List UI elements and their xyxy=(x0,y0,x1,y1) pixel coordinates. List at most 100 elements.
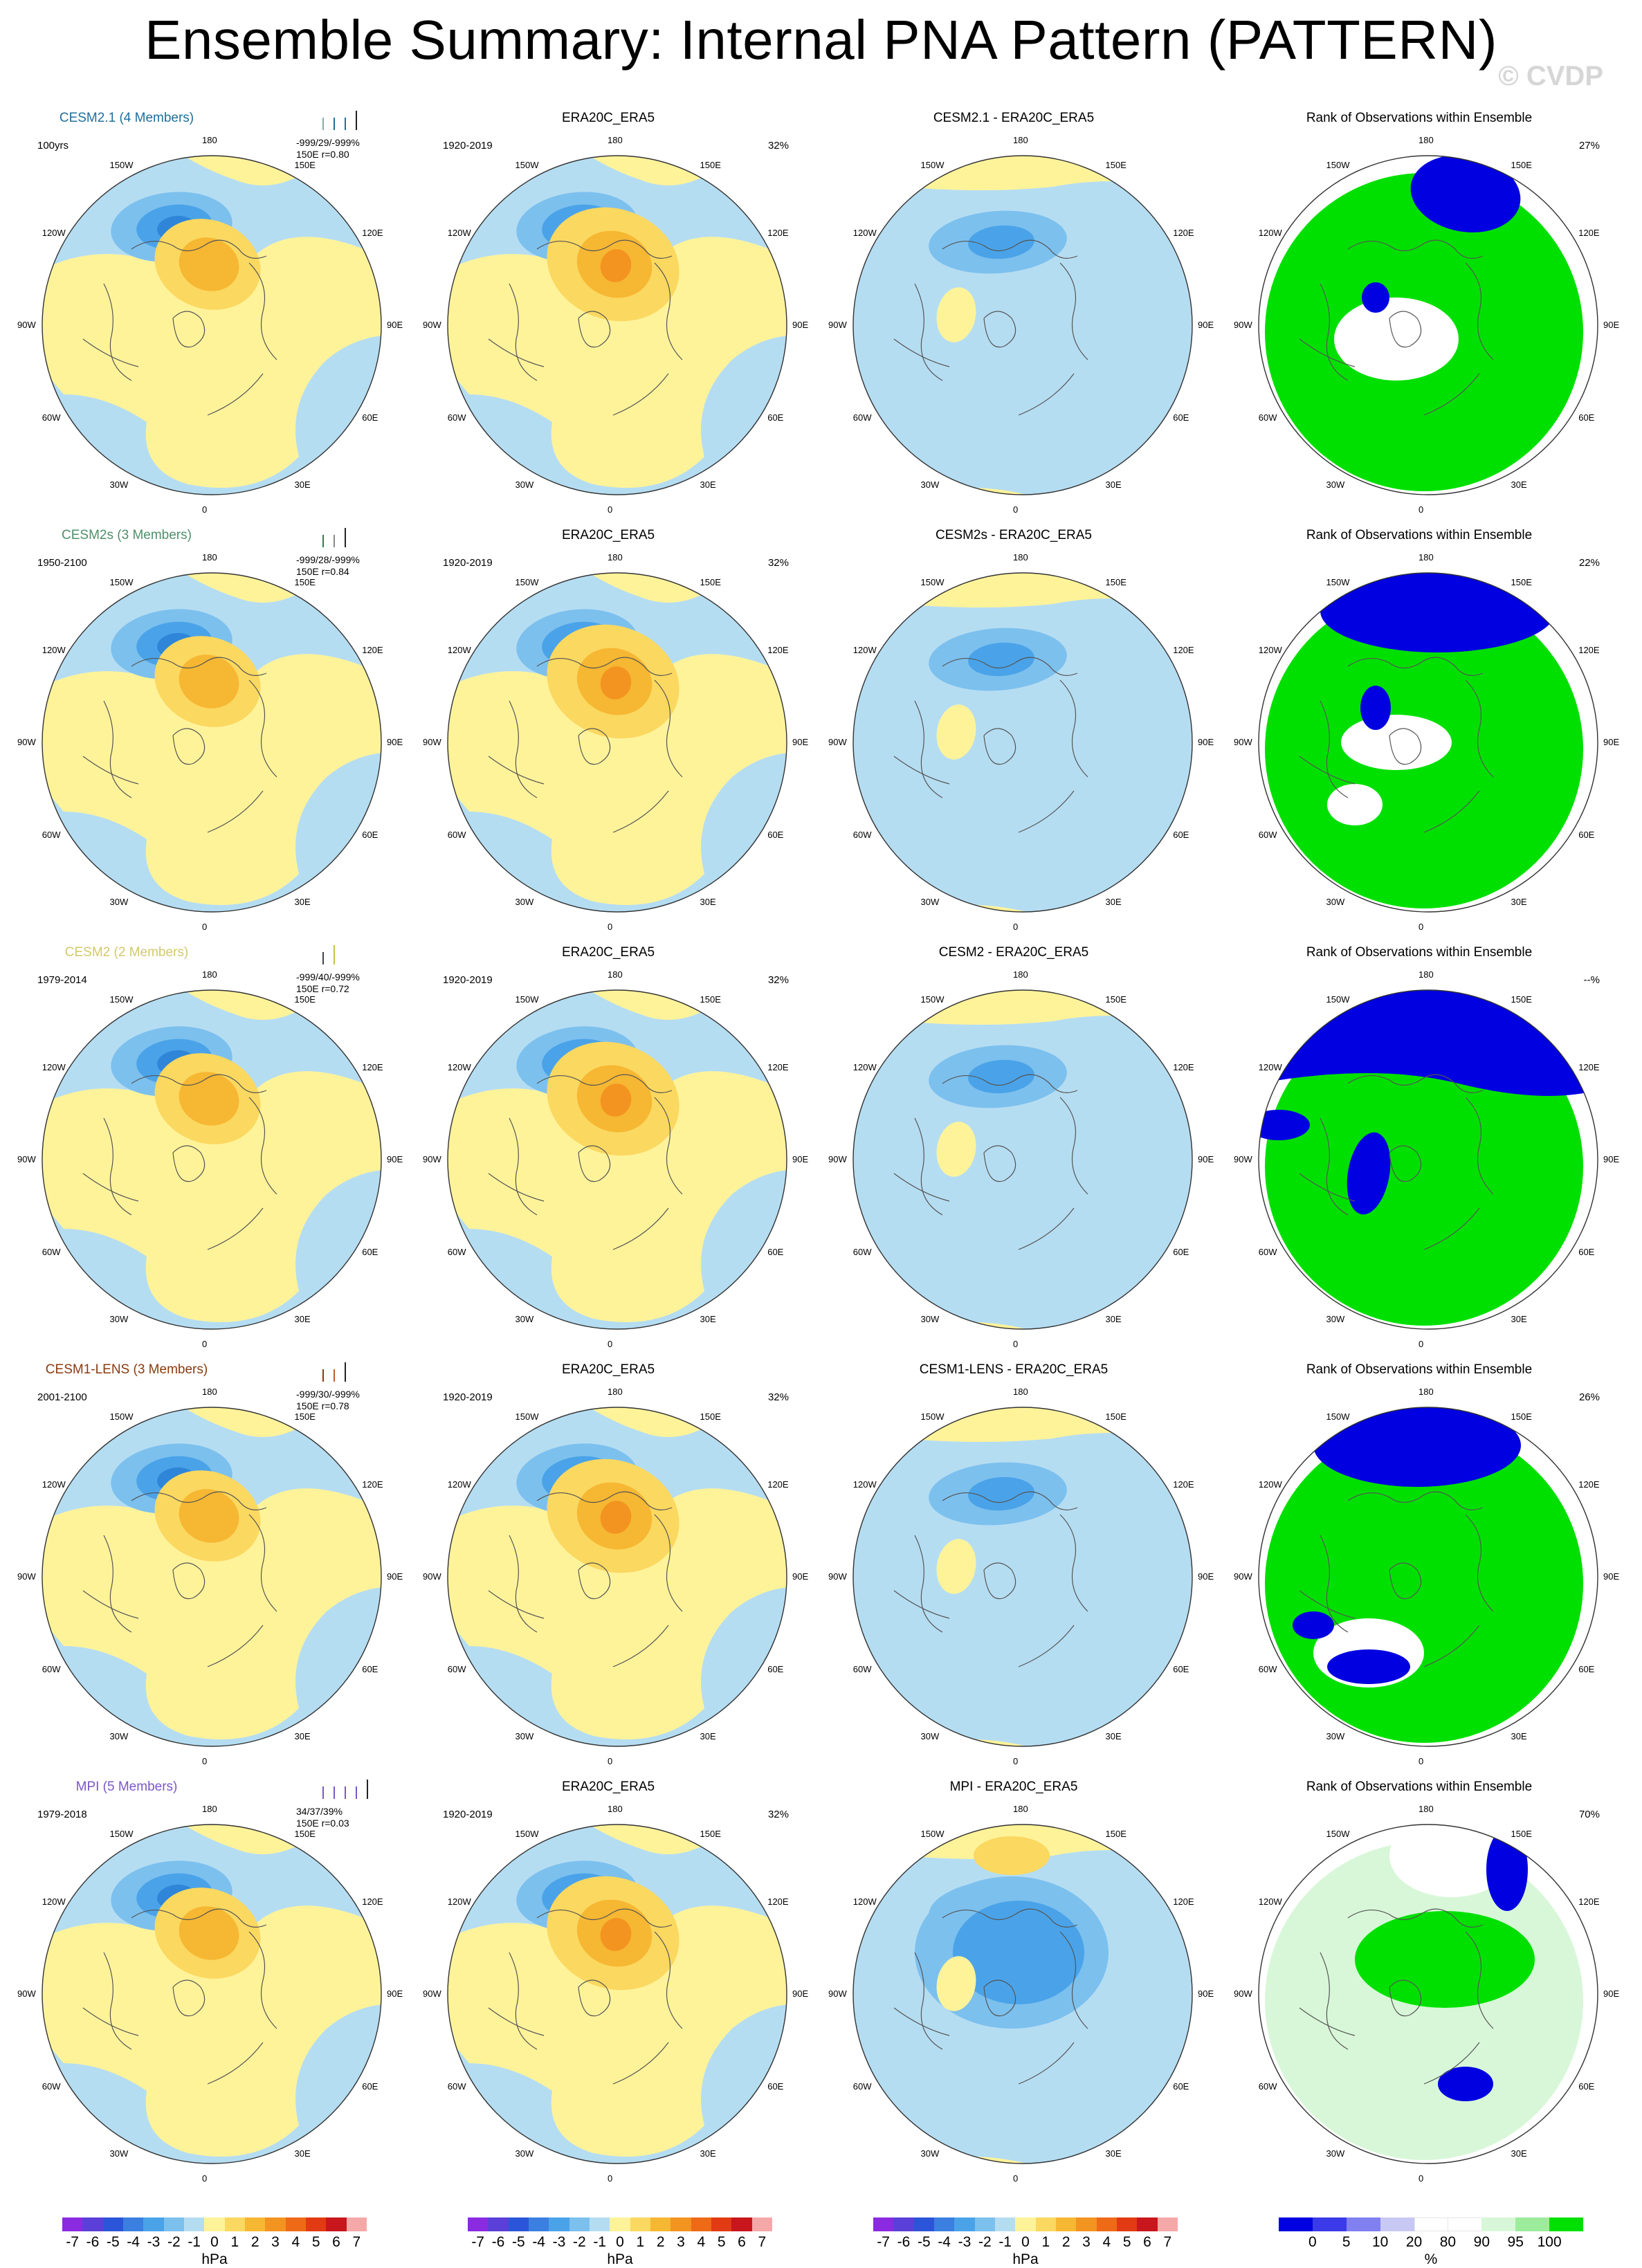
panel-diff: 180 150E 120E 90E 60E 30E 0 30W 60W 90W 120W 150W CE… xyxy=(811,528,1216,943)
map-boundary xyxy=(447,1824,787,2164)
period-label: 1920-2019 xyxy=(443,1809,493,1820)
longitude-label: 150E xyxy=(700,159,721,170)
longitude-label: 150E xyxy=(1105,994,1126,1005)
longitude-label: 120E xyxy=(1173,644,1194,655)
longitude-label: 30W xyxy=(920,1731,940,1742)
panel-title: CESM2.1 - ERA20C_ERA5 xyxy=(933,111,1095,125)
period-label: 1920-2019 xyxy=(443,140,493,152)
map-boundary xyxy=(447,989,787,1330)
stats-line: -999/28/-999% xyxy=(296,554,360,565)
colorbar-tick-label: 2 xyxy=(656,2234,665,2250)
longitude-label: 60E xyxy=(362,829,378,840)
longitude-label: 150W xyxy=(515,576,539,587)
longitude-label: 150E xyxy=(700,1411,721,1422)
positive-anomaly-band xyxy=(42,1905,381,2157)
colorbar-tick-label: -1 xyxy=(998,2234,1012,2250)
colorbar-swatch xyxy=(1157,2217,1178,2231)
colorbar-swatch xyxy=(1096,2217,1118,2231)
negative-anomaly-core xyxy=(968,642,1034,677)
coastline xyxy=(488,1074,683,1250)
colorbar-tick-label: 5 xyxy=(1122,2234,1131,2250)
longitude-label: 150W xyxy=(109,576,134,587)
percent-label: 22% xyxy=(1578,557,1600,569)
ensemble-member-ticks xyxy=(317,111,372,130)
panel-title: ERA20C_ERA5 xyxy=(561,945,655,960)
colorbar-tick-label: -7 xyxy=(471,2234,484,2250)
colorbar-tick-label: 1 xyxy=(1041,2234,1050,2250)
longitude-label: 30W xyxy=(1326,1731,1345,1742)
coastline xyxy=(893,1491,1088,1667)
cvdp-watermark: © CVDP xyxy=(1498,61,1603,91)
longitude-label: 60E xyxy=(1173,829,1189,840)
longitude-label: 60E xyxy=(362,2080,378,2092)
colorbar-swatch xyxy=(1448,2217,1482,2231)
ensemble-member-ticks xyxy=(317,1780,372,1799)
member-tick xyxy=(345,118,346,130)
colorbar-tick-label: 2 xyxy=(1061,2234,1070,2250)
longitude-label: 150W xyxy=(1326,994,1350,1005)
member-tick xyxy=(322,535,324,547)
longitude-label: 0 xyxy=(1418,1756,1424,1766)
stats-line: -999/29/-999% xyxy=(296,137,360,148)
longitude-label: 150W xyxy=(109,159,134,170)
colorbar-unit: hPa xyxy=(607,2251,633,2267)
map-boundary xyxy=(447,155,787,495)
colorbar-swatch xyxy=(1056,2217,1077,2231)
colorbar-swatch xyxy=(143,2217,165,2231)
longitude-label: 60W xyxy=(42,1246,61,1257)
longitude-label: 30E xyxy=(294,1314,311,1325)
colorbar-tick-label: 7 xyxy=(1163,2234,1172,2250)
longitude-label: 30W xyxy=(1326,2148,1345,2159)
colorbar-tick-label: -6 xyxy=(491,2234,505,2250)
panel-diff: 180 150E 120E 90E 60E 30E 0 30W 60W 90W 120W 150W CE… xyxy=(811,945,1216,1360)
longitude-label: 180 xyxy=(608,552,623,563)
panel-obs: 180 150E 120E 90E 60E 30E 0 30W 60W 90W 120W 150W ER… xyxy=(405,1780,811,2195)
longitude-label: 30W xyxy=(109,479,129,491)
coastline xyxy=(82,1908,277,2085)
longitude-label: 120W xyxy=(1258,1896,1282,1907)
longitude-label: 90W xyxy=(1234,1988,1252,1999)
longitude-label: 120W xyxy=(447,227,471,238)
colorbar-swatch xyxy=(1279,2217,1313,2231)
panel-title: ERA20C_ERA5 xyxy=(561,1362,655,1377)
longitude-label: 120E xyxy=(1173,1896,1194,1907)
longitude-label: 120W xyxy=(447,1061,471,1072)
longitude-label: 90E xyxy=(387,320,403,330)
colorbar-swatch xyxy=(468,2217,489,2231)
longitude-label: 30E xyxy=(1511,1314,1527,1325)
longitude-label: 30W xyxy=(515,2148,534,2159)
longitude-label: 60W xyxy=(42,829,61,840)
percent-label: --% xyxy=(1583,974,1600,986)
longitude-label: 120E xyxy=(1173,227,1194,238)
colorbar-tick-label: 95 xyxy=(1507,2234,1524,2250)
longitude-label: 90E xyxy=(1603,1988,1620,1999)
colorbar-swatch xyxy=(671,2217,692,2231)
longitude-label: 150W xyxy=(515,159,539,170)
longitude-label: 180 xyxy=(608,1387,623,1397)
map-boundary xyxy=(1258,1407,1598,1747)
member-tick xyxy=(334,945,335,964)
colorbar-swatch xyxy=(1117,2217,1138,2231)
longitude-label: 90W xyxy=(828,1154,847,1164)
longitude-label: 120W xyxy=(852,1479,877,1490)
longitude-label: 120E xyxy=(1578,644,1600,655)
longitude-label: 30E xyxy=(1511,479,1527,491)
period-label: 1920-2019 xyxy=(443,1391,493,1403)
positive-anomaly-contour xyxy=(179,1072,239,1126)
negative-anomaly-contour xyxy=(953,1901,1084,2004)
panel-rank: 180 150E 120E 90E 60E 30E 0 30W 60W 90W 120W 150W Ra… xyxy=(1216,111,1622,526)
colorbar-swatch xyxy=(1137,2217,1158,2231)
polar-map xyxy=(42,1824,382,2164)
positive-anomaly-core xyxy=(600,249,632,282)
longitude-label: 60E xyxy=(767,412,784,423)
map-boundary xyxy=(1258,989,1598,1330)
colorbar-tick-label: -6 xyxy=(897,2234,911,2250)
longitude-label: 150E xyxy=(1511,1828,1532,1839)
positive-anomaly-band xyxy=(42,1488,381,1739)
colorbar-swatch xyxy=(569,2217,590,2231)
coastline xyxy=(488,1908,683,2085)
member-tick xyxy=(322,1786,324,1799)
longitude-label: 180 xyxy=(202,1804,217,1814)
longitude-label: 60E xyxy=(1173,412,1189,423)
longitude-label: 150W xyxy=(109,994,134,1005)
